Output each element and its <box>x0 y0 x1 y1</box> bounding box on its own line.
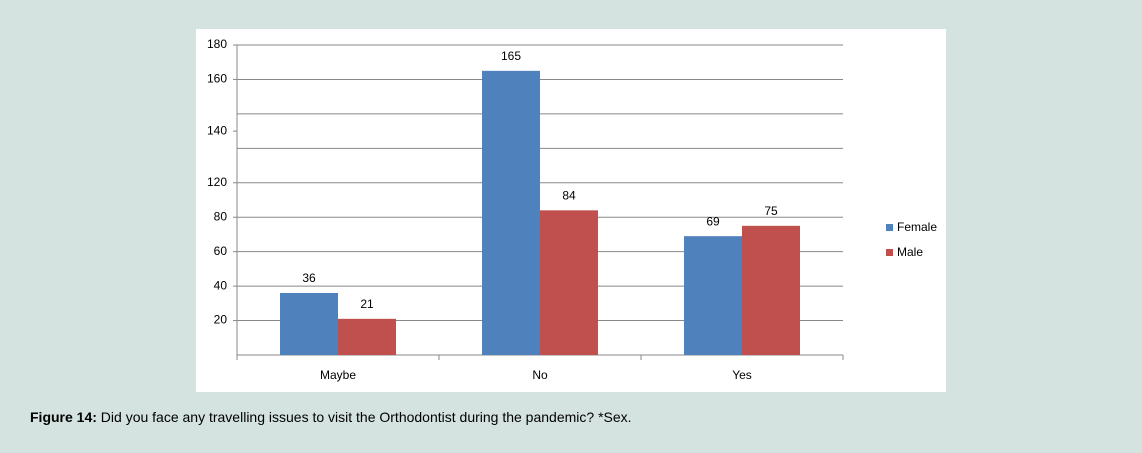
caption-label: Figure 14: <box>30 409 97 425</box>
y-tick-label: 60 <box>214 244 228 258</box>
x-tick-label: No <box>532 368 548 382</box>
value-label: 165 <box>501 49 521 63</box>
caption-text: Did you face any travelling issues to vi… <box>100 409 632 425</box>
value-label: 21 <box>360 297 374 311</box>
value-label: 75 <box>764 204 778 218</box>
y-tick-label: 120 <box>207 175 227 189</box>
bar <box>338 318 396 355</box>
y-tick-label: 40 <box>214 278 228 292</box>
value-label: 69 <box>706 214 720 228</box>
y-tick-label: 180 <box>207 37 227 51</box>
bar <box>280 293 338 355</box>
bar <box>684 236 742 355</box>
y-tick-label: 20 <box>214 313 228 327</box>
legend-swatch <box>886 249 893 256</box>
legend-swatch <box>886 224 893 231</box>
y-tick-label: 160 <box>207 72 227 86</box>
x-tick-label: Yes <box>732 368 752 382</box>
y-tick-label: 80 <box>214 209 228 223</box>
value-label: 84 <box>562 189 576 203</box>
bar <box>742 225 800 355</box>
bar <box>482 70 540 355</box>
legend-label: Male <box>897 245 923 259</box>
value-label: 36 <box>302 271 316 285</box>
legend-label: Female <box>897 220 937 234</box>
chart: 20 40 60 80 120 140 160 180 Maybe 36 21 No 165 84 Yes 6… <box>196 29 946 392</box>
x-tick-label: Maybe <box>320 368 356 382</box>
y-tick-label: 140 <box>207 123 227 137</box>
caption: Figure 14: Did you face any travelling i… <box>30 409 632 425</box>
bar <box>540 210 598 355</box>
